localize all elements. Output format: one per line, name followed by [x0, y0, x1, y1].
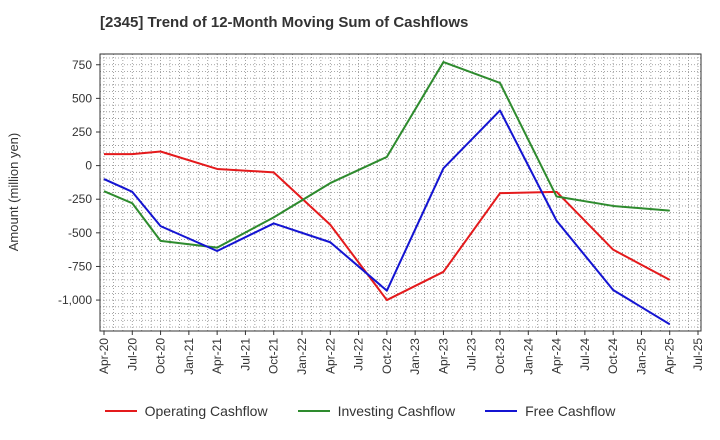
series-line-investing-cashflow [103, 61, 670, 249]
x-tick-label: Apr-20 [97, 338, 111, 374]
x-tick-label: Jul-22 [352, 338, 366, 371]
x-tick-label: Oct-22 [380, 338, 394, 374]
legend-label: Free Cashflow [525, 403, 616, 419]
legend-item-investing-cashflow: Investing Cashflow [297, 403, 456, 419]
y-tick-label: -500 [68, 226, 92, 240]
y-tick-label: -1,000 [58, 293, 92, 307]
x-tick-label: Apr-23 [436, 338, 450, 374]
x-tick-labels: Apr-20 Jul-20 Oct-20 Jan-21 Apr-21 Jul-21 Oct-… [97, 331, 705, 375]
series-lines [103, 61, 671, 326]
x-tick-label: Jul-24 [578, 338, 592, 371]
legend-item-operating-cashflow: Operating Cashflow [104, 403, 268, 419]
legend-swatch [104, 410, 137, 412]
y-axis-label: Amount (million yen) [6, 133, 21, 252]
x-tick-label: Apr-25 [663, 338, 677, 374]
y-tick-label: -750 [68, 259, 92, 273]
x-tick-label: Apr-22 [323, 338, 337, 374]
y-tick-label: 500 [72, 91, 92, 105]
y-tick-labels: -1,000 -750 -500 -250 0 250 500 750 [58, 58, 100, 307]
plot-frame [99, 53, 702, 332]
y-tick-label: 0 [85, 159, 92, 173]
x-tick-label: Jul-25 [691, 338, 705, 371]
x-tick-label: Apr-24 [550, 338, 564, 374]
x-tick-label: Jan-23 [408, 338, 422, 375]
y-tick-label: 250 [72, 125, 92, 139]
x-tick-label: Jul-20 [125, 338, 139, 371]
legend-swatch [297, 410, 330, 412]
x-tick-label: Oct-23 [493, 338, 507, 374]
legend-item-free-cashflow: Free Cashflow [485, 403, 615, 419]
y-tick-label: 750 [72, 58, 92, 72]
x-tick-label: Oct-20 [154, 338, 168, 374]
series-line-free-cashflow [103, 109, 671, 326]
legend-label: Operating Cashflow [144, 403, 268, 419]
legend-swatch [485, 410, 518, 412]
chart-title: [2345] Trend of 12-Month Moving Sum of C… [100, 14, 469, 31]
grid-lines [100, 54, 701, 331]
series-line-operating-cashflow [104, 150, 671, 302]
x-tick-label: Jul-23 [465, 338, 479, 371]
x-tick-label: Apr-21 [210, 338, 224, 374]
x-tick-label: Oct-21 [267, 338, 281, 374]
x-tick-label: Jan-21 [182, 338, 196, 375]
x-tick-label: Jan-24 [521, 338, 535, 375]
x-tick-label: Oct-24 [606, 338, 620, 374]
x-tick-label: Jan-25 [634, 338, 648, 375]
y-tick-label: -250 [68, 192, 92, 206]
chart-legend: Operating Cashflow Investing Cashflow Free… [0, 403, 720, 419]
legend-label: Investing Cashflow [337, 403, 456, 419]
x-tick-label: Jan-22 [295, 338, 309, 375]
x-tick-label: Jul-21 [238, 338, 252, 371]
